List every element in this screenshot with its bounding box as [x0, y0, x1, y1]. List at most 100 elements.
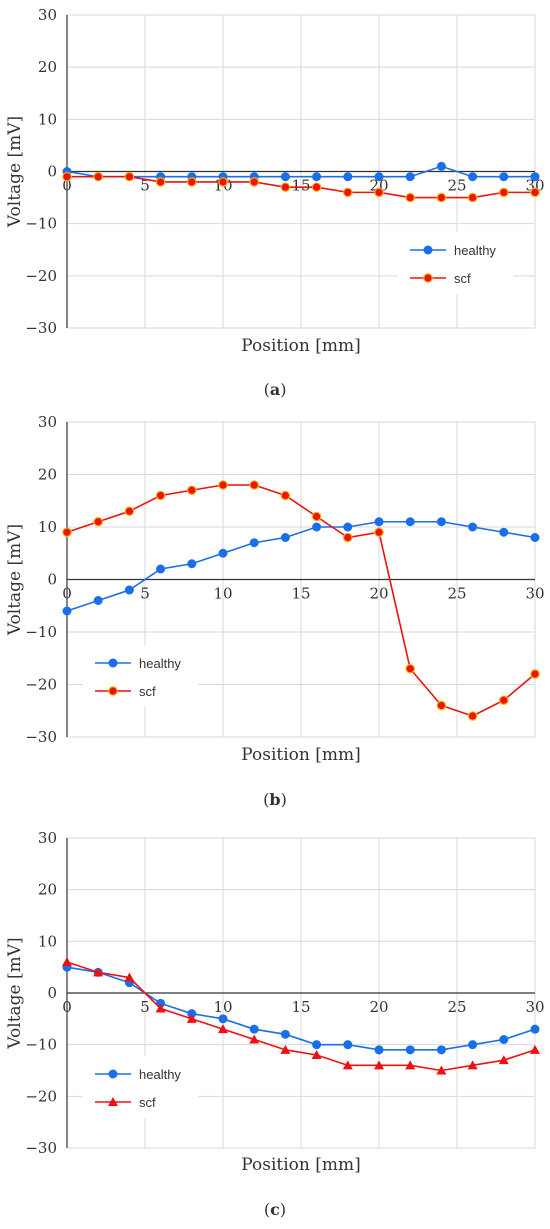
data-point-scf [249, 177, 259, 187]
data-point-healthy [62, 606, 72, 616]
data-point-healthy [499, 1035, 509, 1044]
x-axis-title: Position [mm] [241, 745, 361, 765]
data-point-healthy [280, 533, 290, 542]
series-line-healthy [66, 520, 536, 612]
x-tick-label: 30 [525, 998, 544, 1016]
data-point-scf [467, 192, 478, 203]
series-line-scf [67, 175, 535, 199]
x-tick-label: 10 [213, 998, 232, 1016]
data-point-healthy [374, 1045, 384, 1055]
y-tick-label: −20 [25, 1087, 57, 1105]
legend-box [398, 232, 513, 294]
data-point-healthy [405, 517, 415, 527]
data-point-scf [187, 485, 197, 496]
data-point-scf [218, 480, 228, 490]
x-tick-label: 20 [369, 177, 388, 195]
legend-label-healthy: healthy [454, 243, 496, 258]
data-point-healthy [187, 559, 197, 569]
data-point-scf [436, 700, 447, 711]
series-line-scf [66, 961, 536, 1072]
data-point-scf [187, 177, 197, 187]
panel-caption: (c) [264, 1200, 286, 1219]
y-tick-label: 20 [38, 881, 57, 899]
data-point-scf [342, 187, 353, 198]
legend: healthy scf [83, 1056, 198, 1118]
data-point-healthy [374, 517, 384, 527]
y-axis-title: Voltage [mV] [5, 937, 25, 1049]
data-point-healthy [374, 172, 384, 182]
data-point-healthy [343, 1040, 353, 1050]
data-point-scf [405, 192, 415, 203]
y-tick-label: 0 [47, 163, 57, 181]
data-point-scf [62, 957, 72, 966]
data-point-scf [436, 192, 447, 203]
legend: healthy scf [83, 645, 198, 707]
data-point-scf [280, 182, 291, 192]
y-tick-label: 10 [38, 932, 57, 950]
y-tick-label: −10 [25, 623, 57, 641]
data-point-scf [218, 1024, 228, 1034]
data-point-scf [342, 1060, 353, 1070]
data-point-scf [498, 187, 509, 198]
x-tick-label: 5 [140, 998, 150, 1016]
chart-panel-b: −30 −20 −10 0 10 20 30 0 5 10 15 20 25 30 Voltage [mV]… [5, 413, 545, 809]
data-point-scf [280, 490, 291, 501]
data-point-healthy [249, 538, 259, 548]
data-point-scf [498, 1055, 509, 1065]
data-point-scf [280, 1044, 291, 1054]
y-tick-label: −10 [25, 1036, 57, 1054]
y-tick-label: 30 [38, 413, 57, 431]
data-point-healthy [124, 585, 134, 595]
data-point-healthy [530, 1024, 540, 1034]
data-point-healthy [468, 1040, 478, 1050]
legend-box [83, 645, 198, 707]
x-tick-label: 25 [447, 998, 466, 1016]
panel-caption: (b) [263, 790, 287, 809]
data-point-healthy [405, 1045, 415, 1055]
y-tick-label: 30 [38, 6, 57, 24]
data-point-healthy [499, 172, 509, 182]
data-point-scf [374, 527, 384, 538]
data-point-healthy [499, 527, 509, 537]
x-tick-label: 20 [369, 585, 388, 603]
data-point-healthy [218, 1014, 228, 1024]
legend-box [83, 1056, 198, 1118]
y-tick-label: −30 [25, 728, 57, 746]
data-point-scf [124, 171, 135, 182]
x-tick-label: 10 [213, 585, 232, 603]
data-point-scf [436, 1065, 447, 1075]
legend-marker-scf [108, 686, 118, 696]
x-tick-label: 30 [525, 585, 544, 603]
data-point-healthy [93, 596, 103, 605]
data-point-scf [124, 972, 135, 982]
data-point-scf [311, 1050, 322, 1059]
y-tick-label: 20 [38, 58, 57, 76]
data-point-healthy [405, 172, 415, 182]
y-tick-label: 0 [47, 571, 57, 589]
y-tick-label: −20 [25, 676, 57, 694]
data-point-scf [186, 1013, 197, 1023]
data-point-scf [249, 480, 259, 490]
x-axis-title: Position [mm] [241, 1155, 361, 1175]
panel-caption: (a) [264, 380, 287, 399]
x-tick-label: 0 [62, 585, 72, 603]
data-point-healthy [343, 172, 353, 182]
data-point-scf [93, 516, 103, 527]
legend-marker-healthy [108, 658, 118, 668]
data-point-scf [124, 506, 135, 517]
legend-marker-scf [423, 273, 433, 283]
y-axis-title: Voltage [mV] [5, 524, 25, 636]
data-point-scf [530, 669, 540, 679]
y-tick-label: 20 [38, 466, 57, 484]
data-point-scf [467, 711, 478, 721]
x-tick-label: 0 [62, 998, 72, 1016]
y-tick-label: 10 [38, 110, 57, 128]
data-point-scf [249, 1034, 260, 1044]
legend: healthy scf [398, 232, 513, 294]
data-point-scf [218, 177, 228, 187]
y-tick-label: −10 [25, 215, 57, 233]
data-point-scf [374, 1060, 384, 1070]
data-point-scf [530, 1044, 540, 1054]
chart-panel-c: −30 −20 −10 0 10 20 30 0 5 10 15 20 25 30 Voltage [mV]… [5, 829, 545, 1219]
data-point-healthy [436, 517, 446, 527]
